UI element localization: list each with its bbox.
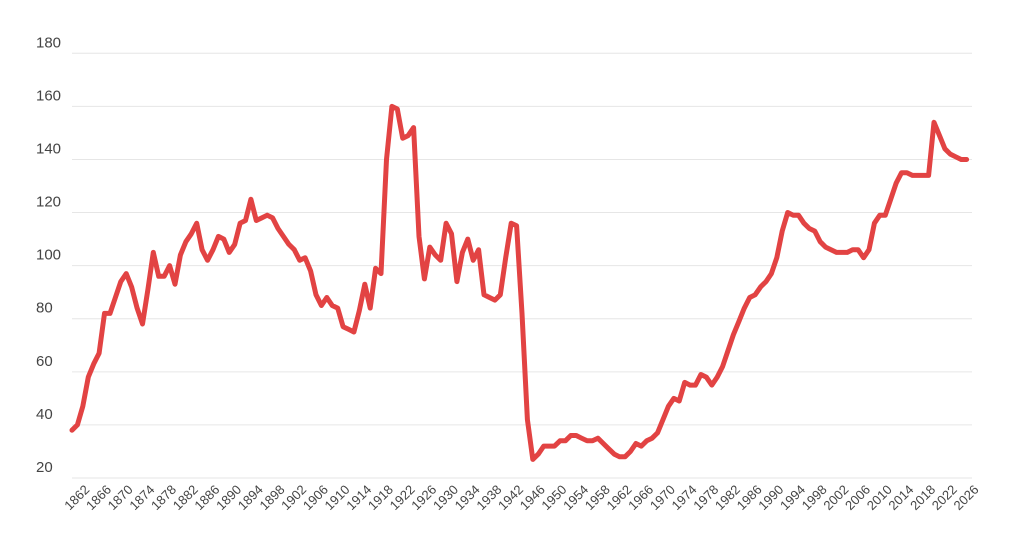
y-tick-label: 120 [36, 194, 61, 211]
series-line-0 [69, 103, 970, 462]
y-tick-label: 80 [36, 300, 53, 317]
y-tick-label: 180 [36, 34, 61, 51]
y-tick-label: 140 [36, 140, 61, 157]
y-tick-label: 160 [36, 87, 61, 104]
x-axis-ticks: 1862186618701874187818821886189018941898… [61, 482, 981, 513]
y-axis-ticks: 20 40 60 80 100 120 140 160 180 [36, 34, 61, 476]
y-tick-label: 100 [36, 247, 61, 264]
y-tick-label: 60 [36, 353, 53, 370]
y-tick-label: 20 [36, 459, 53, 476]
series-layer [69, 103, 970, 462]
gridlines [72, 52, 972, 479]
y-tick-label: 40 [36, 406, 53, 423]
x-tick-label: 2026 [950, 482, 981, 513]
